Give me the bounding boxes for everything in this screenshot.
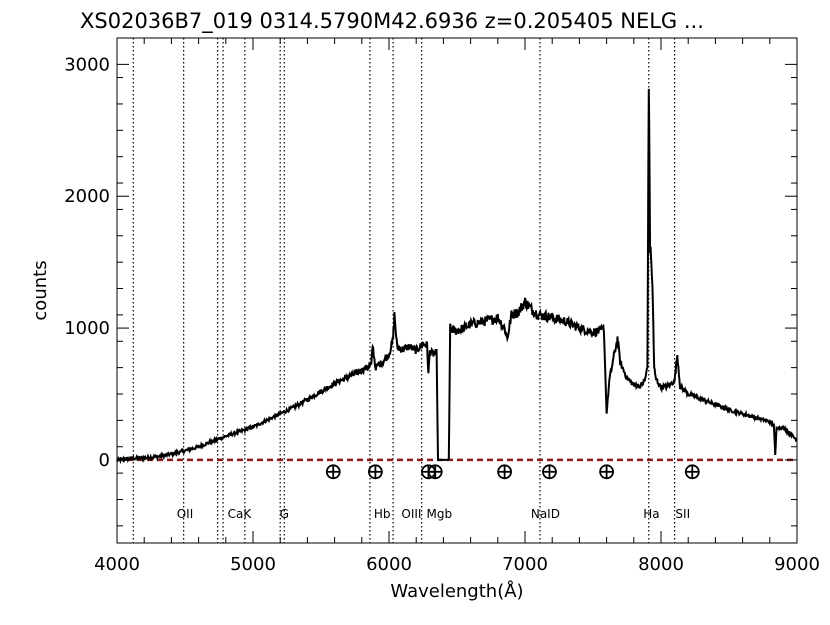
y-tick-label: 1000 — [64, 318, 110, 339]
telluric-markers-layer — [325, 464, 700, 480]
y-tick-label: 0 — [99, 450, 110, 471]
line-label: Hb — [374, 507, 391, 521]
line-label: CaK — [228, 507, 253, 521]
x-tick-label: 6000 — [366, 554, 412, 575]
x-tick-label: 9000 — [774, 554, 820, 575]
telluric-marker — [427, 464, 443, 480]
plot-frame — [116, 37, 798, 544]
x-tick-label: 7000 — [502, 554, 548, 575]
line-label: SII — [675, 507, 690, 521]
line-label: OII — [177, 507, 194, 521]
y-tick-label: 3000 — [64, 54, 110, 75]
telluric-marker — [325, 464, 341, 480]
line-label: Ha — [643, 507, 659, 521]
x-tick-label: 4000 — [94, 554, 140, 575]
line-label: G — [280, 507, 289, 521]
telluric-marker — [497, 464, 513, 480]
telluric-marker — [599, 464, 614, 480]
y-tick-label: 2000 — [64, 186, 110, 207]
y-axis-label: counts — [30, 260, 51, 320]
line-label: OIII — [401, 507, 421, 521]
series-line-spectrum — [116, 88, 798, 465]
x-axis-label: Wavelength(Å) — [390, 580, 523, 602]
axes-layer: 4000 5000 6000 7000 8000 9000 0 1000 2000 3000 — [64, 38, 820, 575]
telluric-marker — [367, 464, 383, 480]
line-label: Mgb — [427, 507, 453, 521]
chart-title: XS02036B7_019 0314.5790M42.6936 z=0.2054… — [80, 9, 704, 34]
line-label: NaID — [531, 507, 560, 521]
telluric-marker — [684, 464, 700, 480]
telluric-marker — [542, 464, 557, 480]
line-labels-layer: OII CaK G Hb OIII Mgb NaID Ha SII — [177, 507, 690, 521]
x-tick-label: 5000 — [230, 554, 276, 575]
vertical-lines-layer — [132, 38, 676, 543]
x-tick-label: 8000 — [638, 554, 684, 575]
